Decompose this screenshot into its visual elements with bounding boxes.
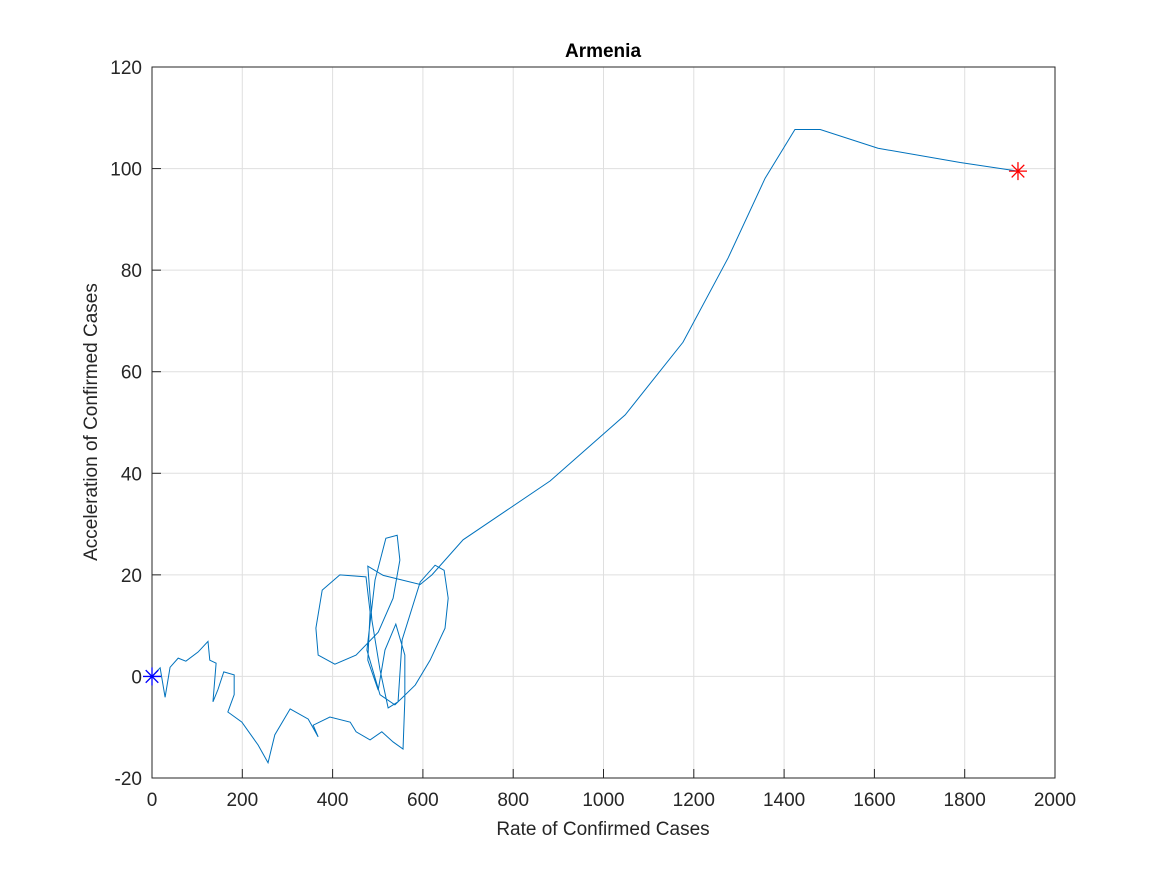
x-tick-label: 1800: [944, 790, 986, 811]
x-tick-label: 600: [407, 790, 439, 811]
x-tick-label: 1000: [582, 790, 624, 811]
x-axis-label: Rate of Confirmed Cases: [496, 819, 709, 840]
x-tick-label: 400: [317, 790, 349, 811]
chart-title: Armenia: [565, 41, 641, 62]
x-tick-label: 200: [226, 790, 258, 811]
data-line: [151, 128, 1019, 765]
y-tick-label: 0: [131, 667, 142, 688]
y-tick-label: 40: [121, 464, 142, 485]
x-tick-label: 1600: [853, 790, 895, 811]
y-tick-label: 100: [110, 160, 142, 181]
star-marker: [1008, 162, 1027, 181]
star-marker: [143, 667, 161, 686]
y-tick-label: 60: [121, 363, 142, 384]
y-tick-label: 120: [110, 58, 142, 79]
star-stroke: [1011, 164, 1025, 178]
y-tick-label: 20: [121, 566, 142, 587]
y-tick-label: 80: [121, 261, 142, 282]
axes-box: [151, 66, 1056, 779]
x-tick-label: 1200: [673, 790, 715, 811]
y-axis-label: Acceleration of Confirmed Cases: [81, 283, 102, 561]
y-tick-label: -20: [115, 769, 142, 790]
x-tick-label: 800: [497, 790, 529, 811]
x-tick-label: 0: [147, 790, 158, 811]
x-tick-label: 1400: [763, 790, 805, 811]
x-tick-label: 2000: [1034, 790, 1076, 811]
star-stroke: [145, 669, 159, 684]
